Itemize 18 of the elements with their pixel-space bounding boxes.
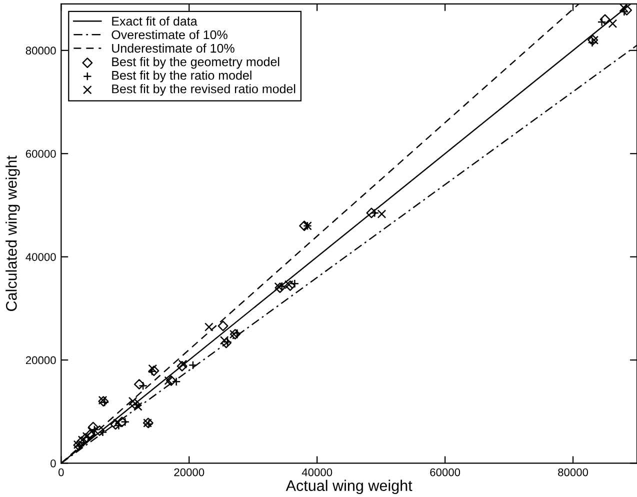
x-tick-label: 80000 (558, 468, 588, 476)
y-tick-label: 80000 (26, 46, 56, 55)
y-tick-label: 40000 (26, 253, 56, 261)
y-axis-title: Calculated wing weight (6, 156, 20, 311)
x-tick-label: 20000 (174, 468, 204, 476)
legend-label: Best fit by the ratio model (112, 70, 252, 82)
legend-label: Best fit by the geometry model (112, 57, 280, 69)
y-tick-label: 60000 (26, 150, 56, 158)
x-tick-label: 0 (58, 468, 64, 476)
legend-label: Overestimate of 10% (112, 30, 228, 40)
y-tick-label: 0 (50, 459, 56, 468)
legend-label: Exact fit of data (112, 16, 198, 26)
x-tick-label: 40000 (302, 468, 332, 476)
x-tick-label: 60000 (430, 468, 460, 476)
y-tick-label: 20000 (26, 356, 56, 364)
legend-label: Underestimate of 10% (112, 44, 234, 53)
x-axis-title: Actual wing weight (286, 480, 412, 494)
legend-label: Best fit by the revised ratio model (112, 84, 296, 96)
